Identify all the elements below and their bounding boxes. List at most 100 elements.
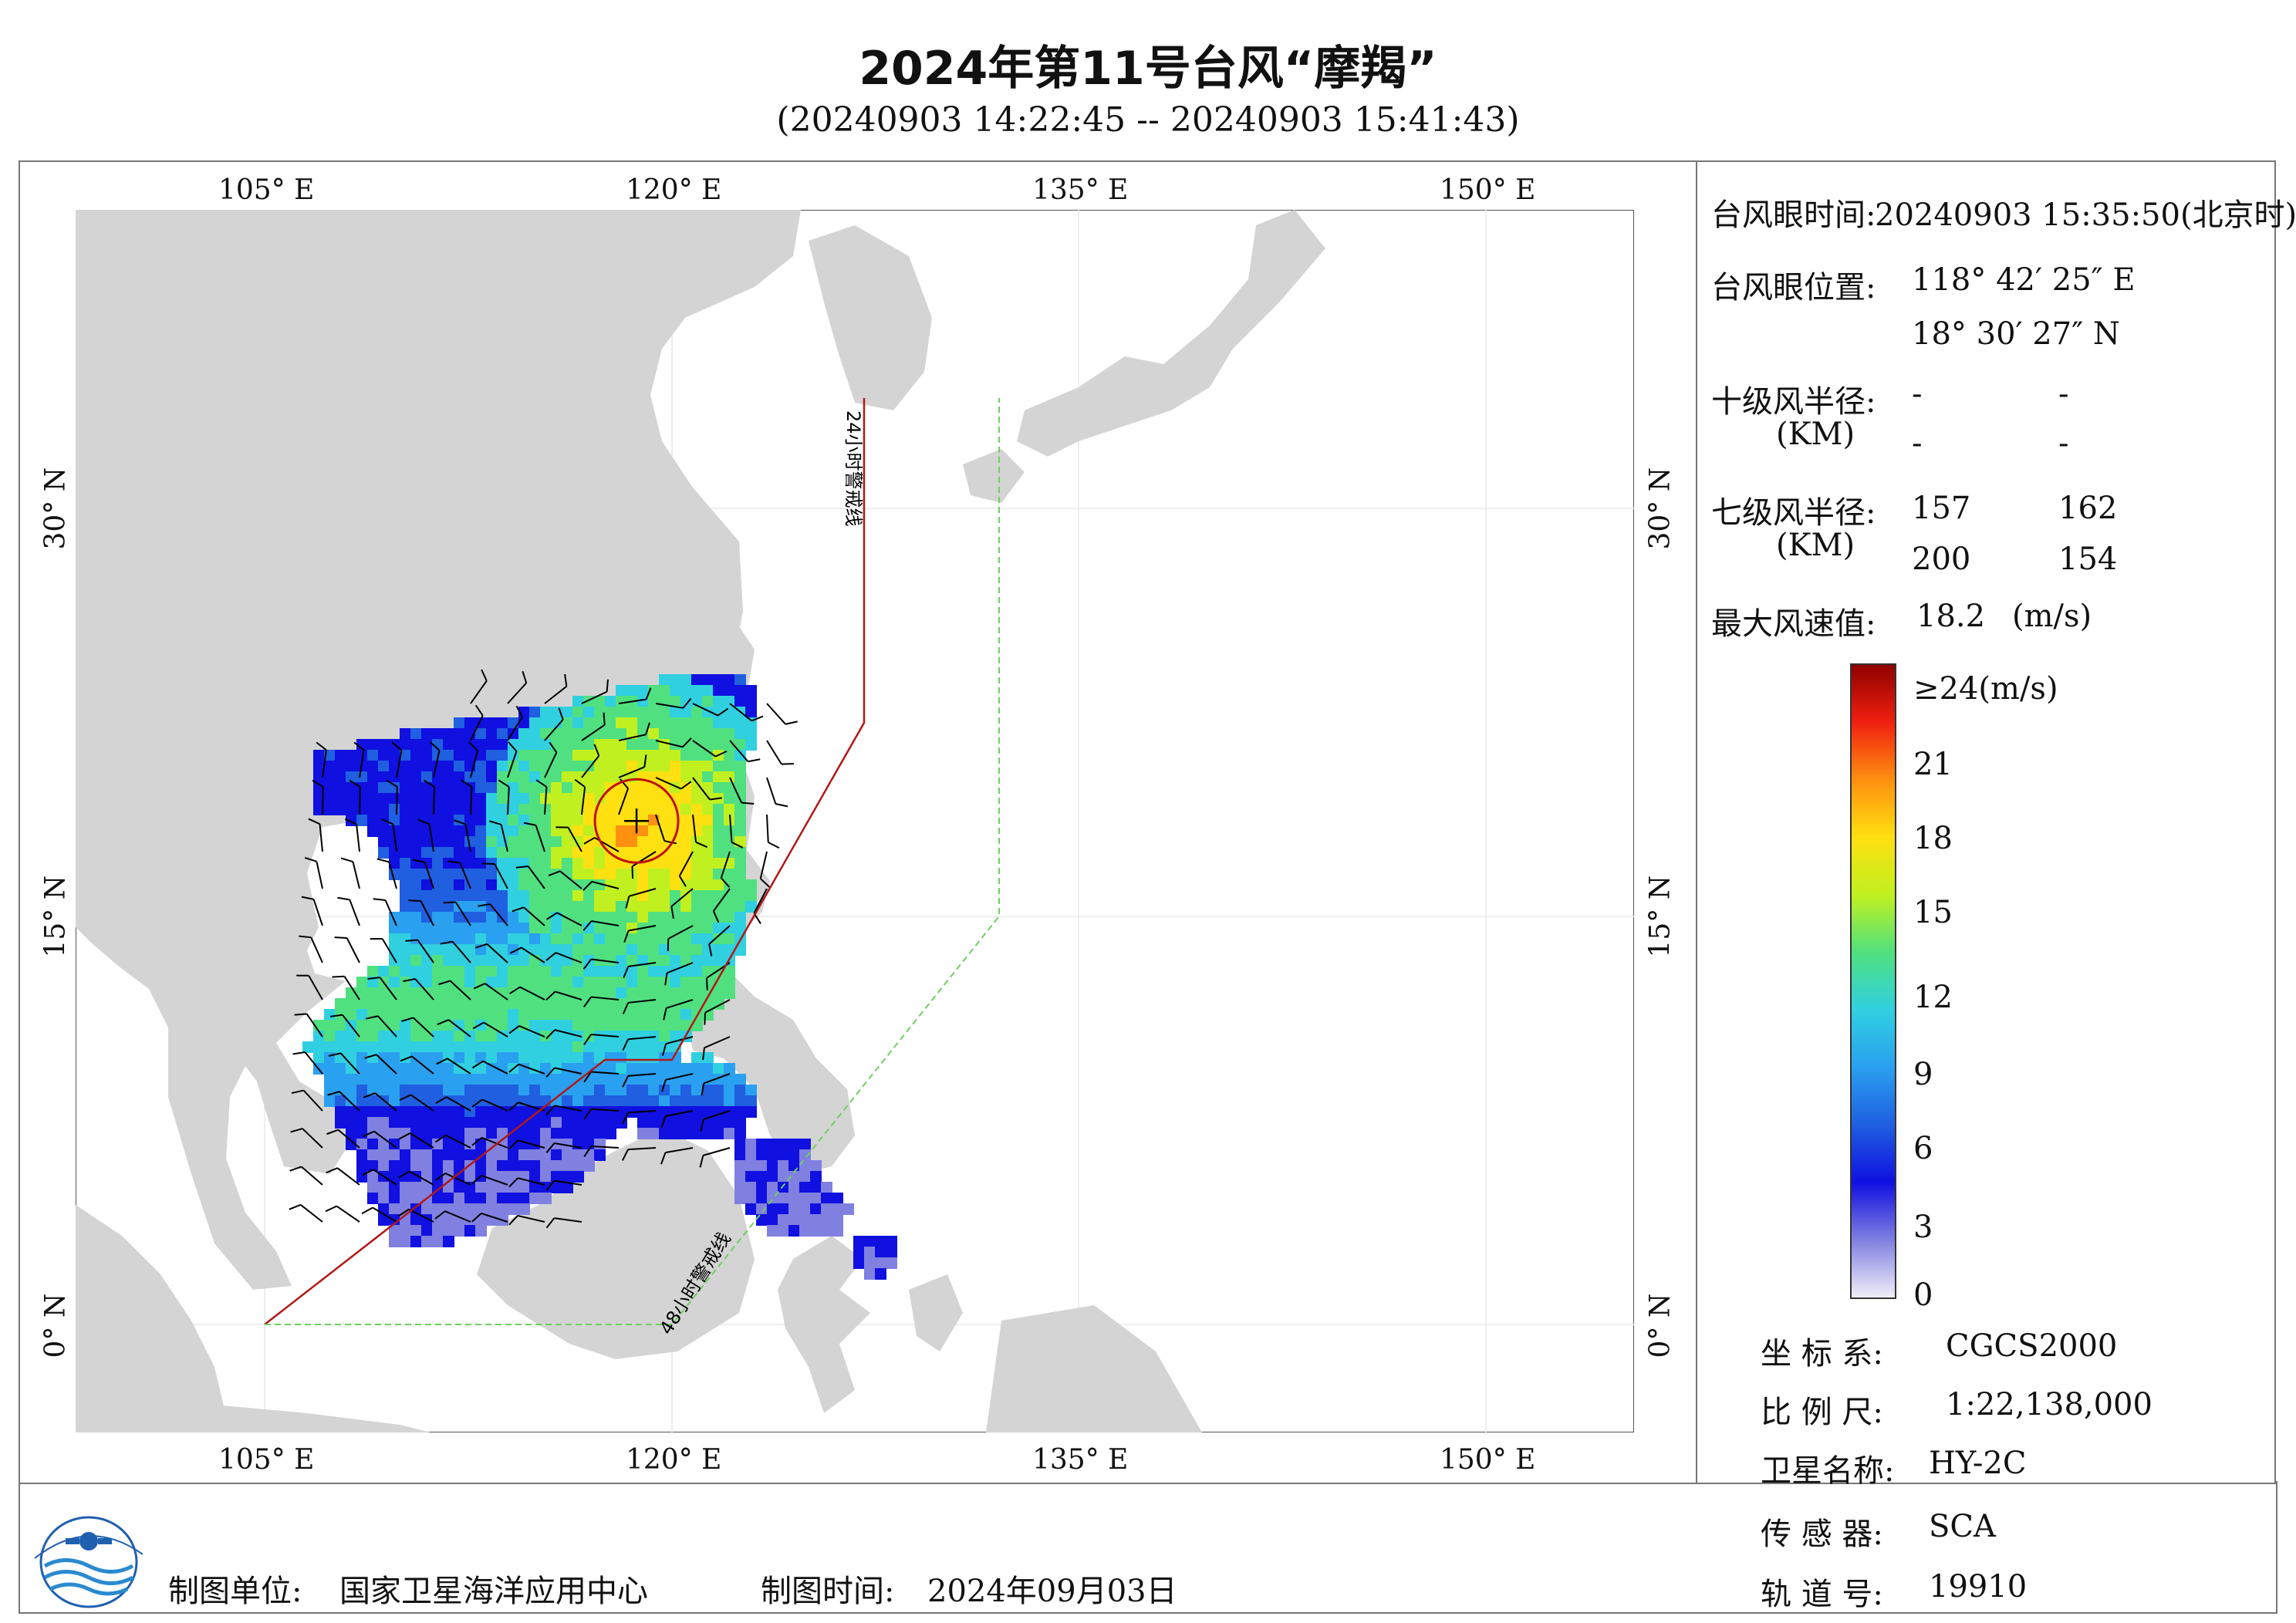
wind-cell [518,1085,530,1096]
wind-cell [680,836,692,848]
wind-cell [421,944,433,956]
wind-cell [486,825,498,837]
wind-cell [410,987,422,999]
wind-cell [346,1009,357,1021]
wind-barb [470,750,479,778]
wind-cell [778,1149,789,1161]
wind-cell [605,815,616,826]
wind-cell [572,1117,584,1129]
wind-cell [378,750,390,761]
wind-cell [637,901,649,913]
wind-barb [655,740,684,748]
wind-cell [788,1203,800,1215]
wind-cell [713,674,724,686]
wind-barb-feather [582,881,593,891]
wind-cell [648,890,660,902]
wind-barb [342,1014,360,1038]
wind-barb-feather [340,857,353,862]
wind-cell [680,944,692,956]
wind-cell [702,771,714,783]
wind-cell [497,771,508,783]
wind-cell [702,1085,714,1096]
wind-cell [637,1009,649,1021]
wind-cell [637,728,649,740]
wind-cell [562,1139,573,1150]
wind-barb-feather [508,1139,519,1150]
wind-cell [691,977,703,988]
wind-cell [540,998,552,1010]
wind-barb-feather [334,936,347,939]
wind-cell [734,804,746,815]
wind-cell [497,1193,508,1204]
wind-cell [443,923,454,934]
wind-cell [724,912,735,923]
wind-cell [313,750,325,761]
wind-cell [508,1171,519,1183]
wind-field-map: 24小时警戒线 48小时警戒线 [76,210,1634,1432]
wind-cell [724,771,735,783]
wind-cell [475,750,487,761]
wind-cell [562,923,573,934]
wind-barb [377,1015,397,1038]
lon-label-bottom-135: 135° E [1032,1444,1129,1476]
wind-cell [518,717,530,729]
wind-cell [756,1139,768,1150]
wind-cell [335,771,346,783]
wind-cell [745,707,757,718]
wind-barb-feather [471,1060,484,1069]
wind-cell [724,782,735,794]
wind-cell [626,717,638,729]
wind-barb [519,986,545,1000]
wind-cell [626,912,638,923]
wind-barb [692,740,717,758]
wind-cell [313,793,325,805]
wind-cell [475,998,487,1010]
wind-cell [594,1149,606,1161]
wind-barb-feather [482,862,495,865]
wind-cell [378,1085,390,1096]
wind-cell [486,847,498,859]
wind-cell [497,1031,508,1042]
wind-cell [605,1074,616,1085]
wind-cell [594,1095,606,1107]
production-time-value: 2024年09月03日 [927,1574,1177,1609]
wind-cell [648,923,660,934]
wind-barb [703,1110,731,1120]
wind-barb-feather [363,1092,376,1098]
colorbar-tick-9: 9 [1913,1057,1933,1092]
wind-barb-feather [489,820,501,825]
wind-barb [409,1170,434,1186]
wind-cell [702,1095,714,1107]
wind-barb [665,1073,694,1081]
wind-cell [335,998,346,1010]
wind-cell [410,879,422,891]
wind-cell [583,944,595,956]
wind-cell [799,1149,811,1161]
wind-cell [378,804,390,815]
wind-barb-feather [364,1054,377,1059]
wind-cell [799,1160,811,1172]
wind-cell [562,707,573,718]
wind-cell [400,782,411,794]
wind-cell [529,966,541,977]
wind-cell [637,685,649,697]
wind-cell [821,1214,832,1226]
wind-cell [356,1149,368,1161]
wind-cell [637,869,649,880]
wind-cell [389,1063,400,1075]
wind-cell [410,1225,422,1237]
wind-cell [788,1149,800,1161]
wind-cell [497,1171,508,1183]
wind-barb [544,686,567,704]
wind-cell [443,847,454,859]
wind-cell [572,890,584,902]
wind-cell [410,825,422,837]
wind-cell [680,717,692,729]
wind-cell [432,1041,444,1053]
wind-cell [335,750,346,761]
wind-cell [529,847,541,859]
wind-cell [734,1095,746,1107]
wind-barb [554,1217,582,1223]
wind-cell [475,869,487,880]
wind-cell [389,858,400,869]
